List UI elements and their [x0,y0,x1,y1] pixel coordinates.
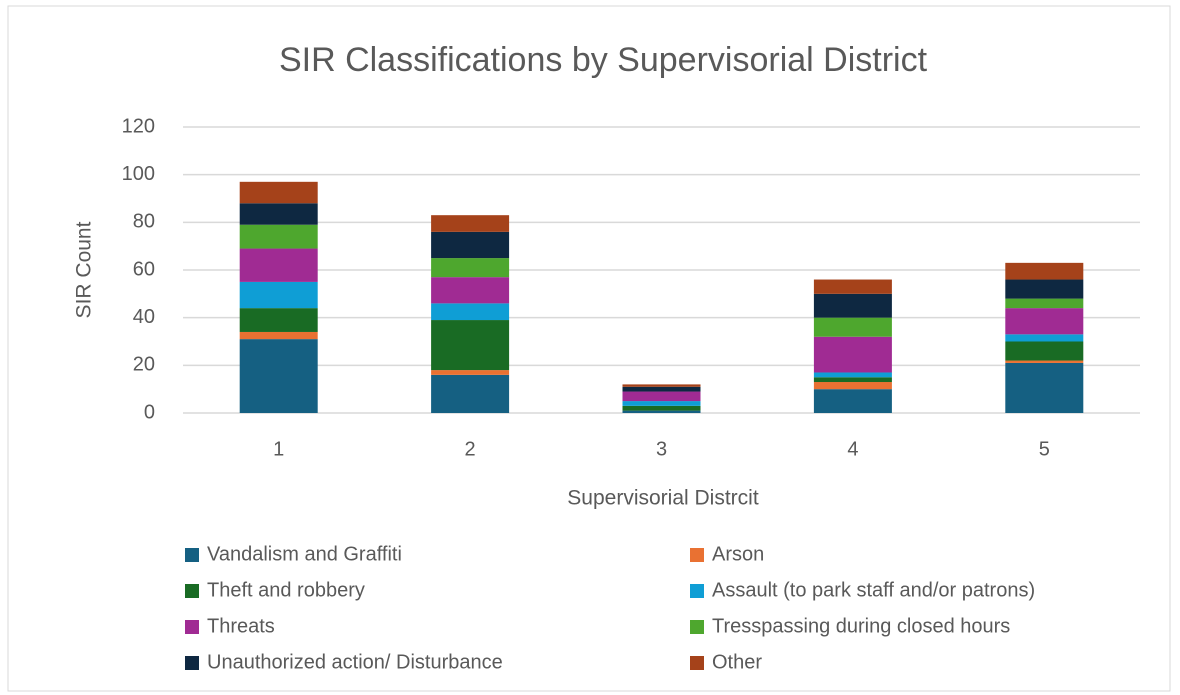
bar-segment [813,377,892,383]
legend-swatch [690,548,704,562]
legend-swatch [690,656,704,670]
bar-segment [431,320,510,371]
bar-segment [239,308,318,332]
legend-label: Arson [712,543,764,565]
x-tick-label: 4 [847,438,858,460]
bar-segment [431,374,510,413]
legend-label: Threats [207,615,275,637]
bar-segment [431,215,510,232]
bar-segment [813,389,892,413]
bar-segment [239,339,318,413]
bar-segment [1005,341,1084,361]
bar-segment [431,231,510,259]
legend-swatch [690,584,704,598]
bar-segment [1005,308,1084,335]
bar-segment [813,372,892,378]
bar-segment [622,401,701,406]
bar-segment [239,181,318,204]
x-tick-label: 2 [465,438,476,460]
legend-label: Other [712,651,762,673]
legend-label: Assault (to park staff and/or patrons) [712,579,1035,601]
x-axis-title: Supervisorial Distrcit [567,487,759,510]
chart-border [7,5,1171,692]
bar-segment [1005,298,1084,309]
legend-label: Unauthorized action/ Disturbance [207,651,503,673]
x-tick-label: 1 [273,438,284,460]
legend-label: Vandalism and Graffiti [207,543,402,565]
legend-label: Tresspassing during closed hours [712,615,1010,637]
bar-segment [1005,360,1084,363]
chart-title: SIR Classifications by Supervisorial Dis… [279,41,928,79]
y-tick-label: 40 [133,306,155,328]
legend-swatch [185,548,199,562]
bar-segment [239,224,318,249]
y-tick-label: 100 [122,163,155,185]
y-tick-label: 60 [133,258,155,280]
legend-swatch [185,620,199,634]
legend-swatch [185,656,199,670]
bar-segment [239,281,318,309]
bar-segment [622,405,701,411]
bar-segment [813,293,892,318]
bar-segment [431,258,510,278]
y-tick-label: 0 [144,401,155,423]
bar-segment [622,386,701,392]
y-axis-title: SIR Count [73,221,96,318]
bar-segment [1005,362,1084,413]
bar-segment [1005,279,1084,299]
legend-label: Theft and robbery [207,579,365,601]
bar-segment [239,203,318,225]
bar-segment [1005,262,1084,280]
bar-segment [1005,334,1084,342]
bar-segment [813,336,892,373]
legend-swatch [185,584,199,598]
y-tick-label: 120 [122,115,155,137]
bar-segment [431,370,510,375]
y-tick-label: 20 [133,354,155,376]
x-tick-label: 3 [656,438,667,460]
bar-segment [239,248,318,282]
y-tick-label: 80 [133,211,155,233]
bar-segment [622,410,701,413]
bar-segment [622,391,701,402]
x-tick-label: 5 [1039,438,1050,460]
bar-segment [813,279,892,294]
bar-segment [813,317,892,337]
bar-segment [813,382,892,390]
bar-segment [431,277,510,304]
legend-swatch [690,620,704,634]
bar-segment [622,384,701,387]
bar-segment [431,303,510,321]
bar-segment [239,331,318,340]
